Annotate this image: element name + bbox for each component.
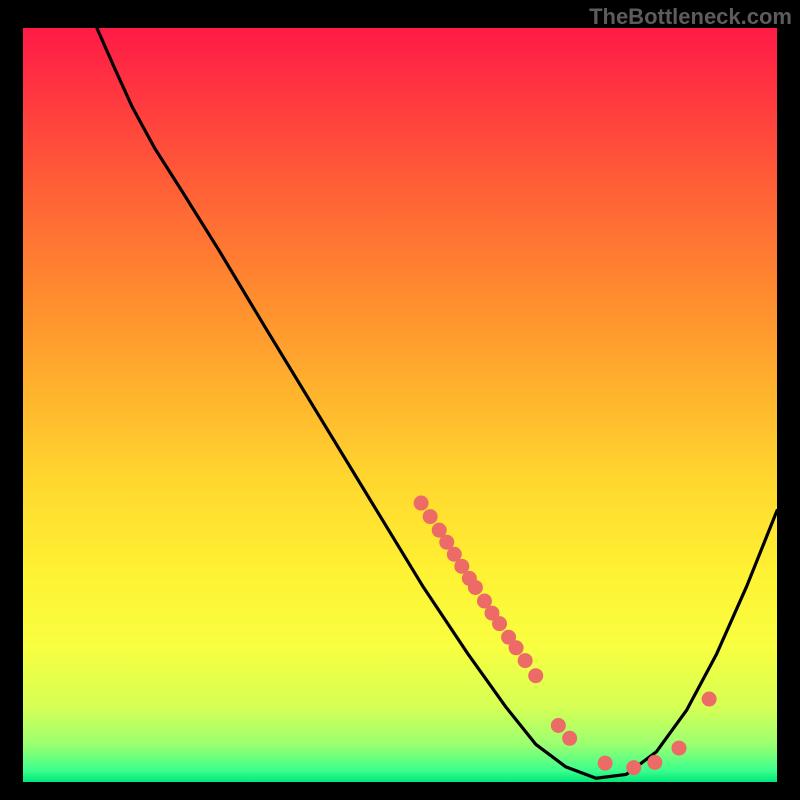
chart-svg	[23, 28, 777, 782]
data-marker	[626, 760, 641, 775]
gradient-background	[23, 28, 777, 782]
data-marker	[518, 653, 533, 668]
data-marker	[468, 580, 483, 595]
data-marker	[562, 731, 577, 746]
data-marker	[423, 509, 438, 524]
plot-area	[23, 28, 777, 782]
data-marker	[414, 496, 429, 511]
data-marker	[598, 756, 613, 771]
data-marker	[528, 668, 543, 683]
data-marker	[647, 755, 662, 770]
data-marker	[551, 718, 566, 733]
data-marker	[671, 741, 686, 756]
watermark-text: TheBottleneck.com	[589, 4, 792, 30]
chart-container: { "watermark": { "text": "TheBottleneck.…	[0, 0, 800, 800]
data-marker	[492, 616, 507, 631]
data-marker	[702, 692, 717, 707]
data-marker	[509, 640, 524, 655]
